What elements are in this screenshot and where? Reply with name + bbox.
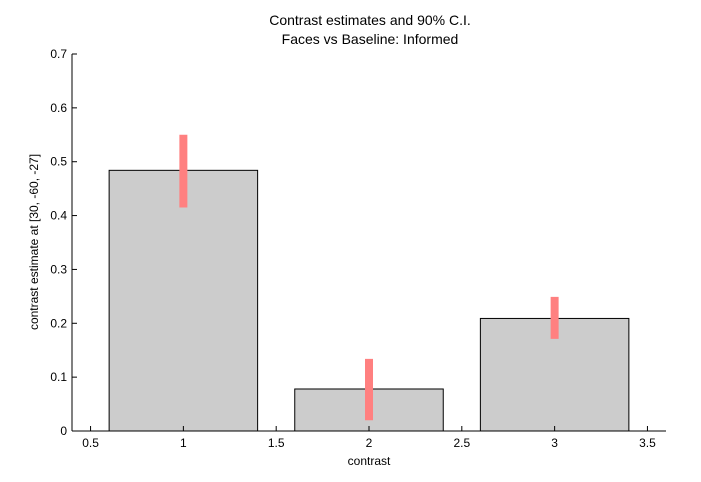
error-bars-group <box>179 134 559 421</box>
chart-title-line-2: Faces vs Baseline: Informed <box>282 31 459 47</box>
chart-title-line-1: Contrast estimates and 90% C.I. <box>269 12 471 28</box>
y-tick-label: 0.2 <box>50 316 67 330</box>
y-tick-label: 0.3 <box>50 262 67 276</box>
y-tick-label: 0.5 <box>50 155 67 169</box>
x-tick-label: 2.5 <box>453 436 470 450</box>
x-tick-label: 1 <box>180 436 187 450</box>
y-tick-label: 0.6 <box>50 101 67 115</box>
y-tick-label: 0.7 <box>50 47 67 61</box>
y-tick-label: 0 <box>60 424 67 438</box>
x-axis-label: contrast <box>348 454 391 468</box>
x-tick-label: 2 <box>366 436 373 450</box>
y-tick-label: 0.1 <box>50 370 67 384</box>
bar-1 <box>108 169 259 432</box>
chart-title-group: Contrast estimates and 90% C.I. Faces vs… <box>269 12 471 47</box>
x-tick-label: 1.5 <box>268 436 285 450</box>
x-ticks-group: 0.5 1 1.5 2 2.5 3 3.5 <box>82 426 656 450</box>
x-tick-label: 0.5 <box>82 436 99 450</box>
y-ticks-group: 0 0.1 0.2 0.3 0.4 0.5 0.6 0.7 <box>50 47 77 438</box>
x-tick-label: 3 <box>551 436 558 450</box>
y-tick-label: 0.4 <box>50 209 67 223</box>
x-tick-label: 3.5 <box>639 436 656 450</box>
y-axis-label: contrast estimate at [30, -60, -27] <box>27 154 41 330</box>
